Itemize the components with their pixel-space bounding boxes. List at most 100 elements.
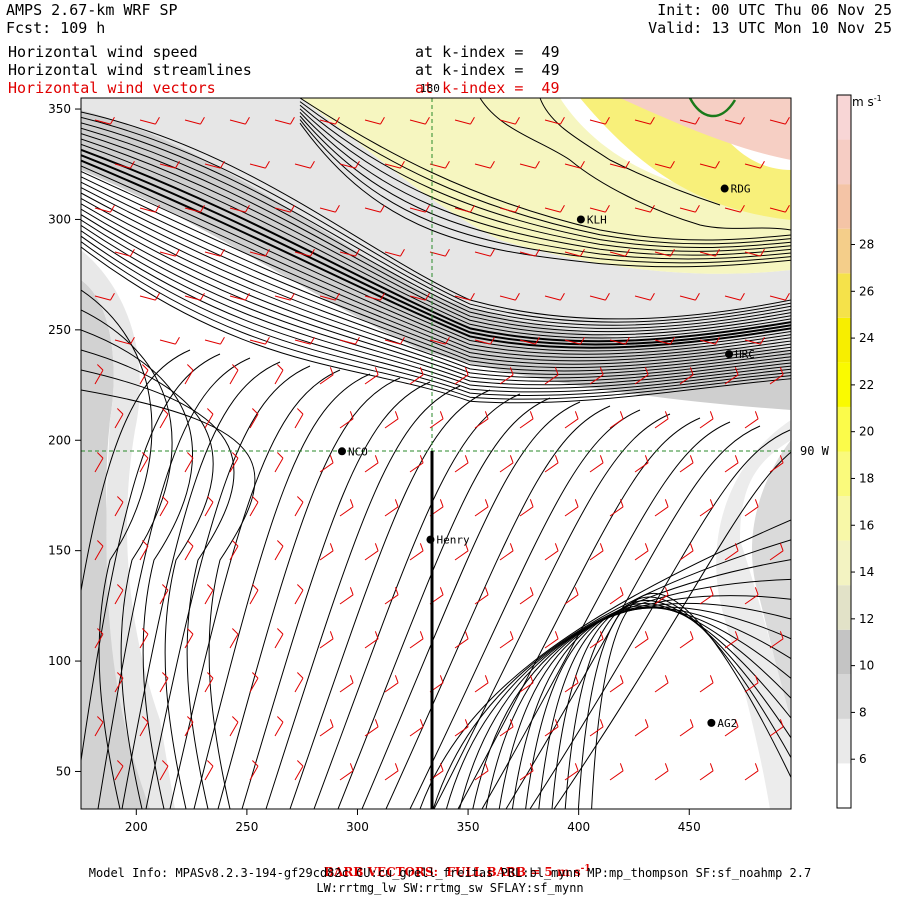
wind-barb [94, 292, 115, 301]
wind-barb [499, 631, 514, 649]
wind-barb [409, 455, 424, 473]
wind-barb [699, 411, 714, 429]
streamline [81, 214, 791, 382]
streamline [81, 148, 791, 343]
model-title: AMPS 2.67-km WRF SP [6, 1, 178, 19]
wind-barb [319, 116, 340, 125]
wind-barb [769, 204, 790, 213]
wind-barb [634, 543, 649, 561]
map-axes: 200 250 300 350 400 450 50 100 150 200 250 300 350 [48, 102, 701, 834]
wind-barb [384, 336, 405, 345]
station-label: KLH [587, 213, 607, 226]
wind-barb [589, 719, 604, 737]
wind-barb [654, 499, 669, 517]
streamline [81, 289, 153, 809]
streamline [81, 170, 791, 355]
wind-barb [139, 540, 149, 561]
streamline [81, 224, 791, 389]
wind-barb [114, 584, 124, 605]
wind-barb [249, 336, 270, 345]
wind-barb [294, 672, 304, 693]
field-level-wind-speed: at k-index = 49 [415, 43, 560, 61]
wind-barb [544, 116, 565, 125]
streamline [81, 369, 235, 809]
wind-barb [564, 499, 579, 517]
shade-gray-se [751, 440, 791, 809]
wind-barb [229, 716, 239, 737]
station-markers: RDG KLH HRC NCO Henry AG2 [337, 183, 755, 730]
streamline [81, 165, 791, 352]
streamline [538, 605, 791, 809]
colorbar-swatch [837, 228, 851, 274]
wind-barb [474, 675, 489, 693]
colorbar-swatch [837, 362, 851, 407]
shade-pink-ne [620, 98, 791, 160]
wind-barb [474, 763, 489, 781]
wind-barb [159, 760, 169, 781]
wind-barb [724, 116, 745, 125]
wind-barb [519, 160, 540, 169]
wind-barb [609, 248, 630, 257]
wind-barb [519, 336, 540, 345]
streamline [81, 349, 214, 809]
wind-barb [499, 719, 514, 737]
colorbar-label: 18 [859, 471, 874, 485]
wind-barb [724, 292, 745, 301]
wind-barb [294, 408, 304, 429]
colorbar-swatch [837, 139, 851, 185]
wind-barb [204, 160, 225, 169]
wind-barb [654, 336, 675, 345]
streamline [81, 181, 791, 362]
streamline [432, 539, 791, 809]
wind-barb [364, 116, 385, 125]
streamline [81, 329, 193, 809]
wind-barb [519, 763, 534, 781]
wind-barb [204, 760, 214, 781]
wind-barb [654, 587, 669, 605]
colorbar-label: 20 [859, 425, 874, 439]
wind-barb [589, 116, 610, 125]
wind-barb [454, 543, 469, 561]
colorbar-label: 24 [859, 331, 874, 345]
colorbar: 28 26 24 22 20 18 16 14 12 10 8 6 [836, 94, 874, 809]
wind-barb [204, 336, 225, 345]
wind-barb [184, 364, 194, 385]
wind-barb [679, 367, 694, 385]
wind-barb [409, 116, 430, 125]
streamline [81, 116, 791, 323]
station-label: NCO [348, 445, 368, 458]
wind-barb [564, 336, 585, 345]
wind-barb [724, 543, 739, 561]
streamline [525, 606, 791, 809]
wind-barb [364, 631, 379, 649]
wind-barb [139, 628, 149, 649]
wind-barb [724, 631, 739, 649]
y-tick-label: 350 [48, 102, 71, 116]
station-dot [707, 718, 716, 727]
streamline [81, 389, 256, 809]
wind-barb [249, 672, 259, 693]
wind-barb [409, 292, 430, 301]
streamline [361, 401, 581, 809]
wind-barb [229, 364, 239, 385]
streamline [81, 122, 791, 326]
wind-barb [654, 160, 675, 169]
coastline-green [688, 98, 737, 118]
wind-barb [159, 408, 169, 429]
colorbar-label: 26 [859, 284, 874, 298]
streamline [459, 578, 791, 809]
wind-barb [294, 584, 304, 605]
wind-barb [184, 540, 194, 561]
wind-barb [769, 719, 784, 737]
wind-barb [609, 499, 624, 517]
x-tick-label: 300 [346, 820, 369, 834]
wind-barb [339, 411, 354, 429]
coastline-inner [539, 98, 721, 206]
wind-barb [589, 631, 604, 649]
wind-barb [544, 631, 559, 649]
streamline [299, 119, 791, 264]
wind-barb [294, 160, 315, 169]
wind-barb [294, 248, 315, 257]
wind-barb [634, 204, 655, 213]
wind-barb [429, 248, 450, 257]
